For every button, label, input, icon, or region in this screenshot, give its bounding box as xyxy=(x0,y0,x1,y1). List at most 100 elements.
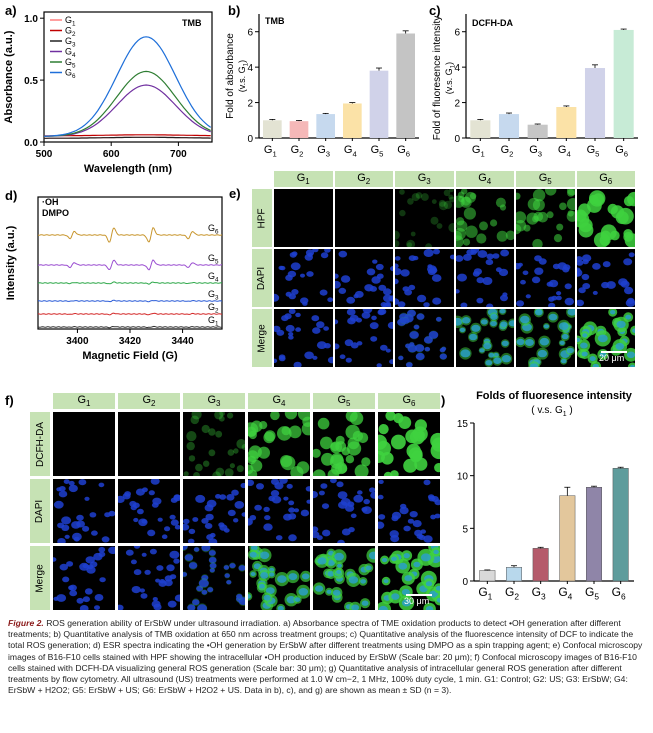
bar-G5 xyxy=(584,68,606,138)
panel-b-tmb-bar-chart: 0 2 4 6 G1 G2 G3 G4 G5 G6 TMB Fold of absorbance (v.… xyxy=(225,14,419,158)
micrograph-dapi-G2 xyxy=(334,249,393,307)
panel-d-letter: d) xyxy=(5,188,18,203)
panel-e-confocal-grid: G1 G2 G3 G4 G5 G6 HPF DAPI Merge 20 μm xyxy=(252,171,637,371)
caption-text: ROS generation ability of ErSbW under ul… xyxy=(8,618,643,696)
column-header-text: G3 xyxy=(207,393,221,409)
column-header-text: G4 xyxy=(478,171,492,187)
x-tick-label-G1: G1 xyxy=(478,585,492,602)
x-tick-label: 700 xyxy=(170,149,187,160)
scale-bar xyxy=(406,594,432,596)
y-tick-label: 1.0 xyxy=(24,14,38,25)
bar-G5 xyxy=(586,487,602,582)
row-label-merge: Merge xyxy=(252,309,272,367)
y-tick-label: 4 xyxy=(247,63,253,74)
figure-caption: Figure 2. ROS generation ability of ErSb… xyxy=(8,618,650,696)
micrograph-hpf-G6 xyxy=(576,189,635,247)
x-tick-label-G5: G5 xyxy=(585,585,599,602)
x-tick-label-G1: G1 xyxy=(264,144,277,158)
esr-trace-label-G3: G3 xyxy=(208,289,219,302)
micrograph-dapi-G3 xyxy=(183,479,245,543)
y-tick-label: 0 xyxy=(462,577,468,588)
bar-G3 xyxy=(532,548,549,582)
panel-g-flow-bar-chart: 0 5 10 15 G1 G2 G3 G4 G5 G6 Folds of fluoresence i… xyxy=(457,390,634,602)
column-header-text: G6 xyxy=(402,393,416,409)
series-line-G4 xyxy=(44,84,211,137)
row-label-text: HPF xyxy=(256,208,268,228)
legend-label-4: G5 xyxy=(65,57,76,70)
column-header-text: G5 xyxy=(337,393,351,409)
panel-d-esr-spectra: 3400 3420 3440 Magnetic Field (G) Intensity … xyxy=(5,196,223,362)
y-tick-label: 5 xyxy=(462,524,468,535)
x-tick-label-G2: G2 xyxy=(501,144,514,158)
micrograph-merge-G5 xyxy=(516,309,575,367)
micrograph-merge-G2 xyxy=(334,309,393,367)
panel-g-title: Folds of fluoresence intensity xyxy=(476,390,633,402)
scale-bar xyxy=(601,351,627,353)
row-label-hpf: HPF xyxy=(252,189,272,247)
bar-G2 xyxy=(506,567,522,582)
x-tick-label-G2: G2 xyxy=(505,585,519,602)
column-header-text: G1 xyxy=(296,171,310,187)
column-header-text: G2 xyxy=(142,393,156,409)
y-axis-sublabel: (v.s. G1) xyxy=(237,60,250,92)
panel-d-label-dmpo: DMPO xyxy=(42,208,69,218)
y-tick-label: 0 xyxy=(454,134,460,145)
micrograph-dcfh-da-G4 xyxy=(248,412,310,476)
micrograph-merge-G5 xyxy=(313,546,375,610)
x-tick-label-G6: G6 xyxy=(397,144,410,158)
micrograph-merge-G2 xyxy=(118,546,180,610)
column-header-G3: G3 xyxy=(395,171,454,187)
column-header-text: G3 xyxy=(417,171,431,187)
esr-trace-G4 xyxy=(37,281,223,285)
panel-f-letter: f) xyxy=(5,393,14,408)
micrograph-dapi-G4 xyxy=(455,249,514,307)
y-axis-label: Absorbance (a.u.) xyxy=(3,30,15,123)
column-header-G5: G5 xyxy=(313,393,375,409)
y-axis-sublabel: (v.s. G1) xyxy=(444,62,457,94)
column-header-G6: G6 xyxy=(378,393,440,409)
panel-c-inlabel: DCFH-DA xyxy=(472,18,513,28)
y-tick-label: 2 xyxy=(454,99,460,110)
micrograph-dapi-G6 xyxy=(378,479,440,543)
bar-G3 xyxy=(316,114,335,138)
bar-G1 xyxy=(470,120,491,138)
row-label-text: DAPI xyxy=(256,266,268,290)
column-header-G3: G3 xyxy=(183,393,245,409)
panel-a-inlabel: TMB xyxy=(182,18,202,28)
micrograph-merge-G1 xyxy=(274,309,333,367)
panel-f-confocal-grid: G1 G2 G3 G4 G5 G6 DCFH-DA DAPI Merge 30 μm xyxy=(30,393,440,610)
esr-trace-label-G6: G6 xyxy=(208,223,219,236)
esr-trace-G6 xyxy=(37,226,223,243)
y-axis-label: Fold of absorbance xyxy=(225,33,236,119)
row-label-text: DCFH-DA xyxy=(34,421,46,467)
series-line-G3 xyxy=(44,136,211,139)
micrograph-merge-G6 xyxy=(378,546,440,610)
row-label-merge: Merge xyxy=(30,546,50,610)
panel-c-letter: c) xyxy=(429,3,441,18)
bar-G1 xyxy=(263,120,282,138)
micrograph-dapi-G5 xyxy=(516,249,575,307)
x-tick-label-G6: G6 xyxy=(615,144,628,158)
row-label-text: Merge xyxy=(34,563,46,593)
micrograph-hpf-G4 xyxy=(455,189,514,247)
esr-trace-label-G5: G5 xyxy=(208,253,219,266)
esr-trace-G2 xyxy=(37,312,223,316)
legend-label-0: G1 xyxy=(65,15,76,28)
micrograph-merge-G6 xyxy=(576,309,635,367)
panel-g-subtitle: ( v.s. G1 ) xyxy=(531,405,573,418)
panel-e-letter: e) xyxy=(229,186,241,201)
x-tick-label: 500 xyxy=(36,149,53,160)
column-header-G5: G5 xyxy=(516,171,575,187)
x-tick-label-G1: G1 xyxy=(472,144,485,158)
column-header-text: G2 xyxy=(357,171,371,187)
esr-trace-G1 xyxy=(37,325,223,329)
column-header-text: G6 xyxy=(599,171,613,187)
x-tick-label-G4: G4 xyxy=(558,144,572,158)
y-tick-label: 0.5 xyxy=(24,76,38,87)
y-tick-label: 6 xyxy=(247,28,253,39)
y-tick-label: 0.0 xyxy=(24,138,38,149)
micrograph-dapi-G2 xyxy=(118,479,180,543)
esr-trace-label-G2: G2 xyxy=(208,302,219,315)
x-tick-label: 3420 xyxy=(119,336,142,347)
bar-G5 xyxy=(369,70,389,138)
